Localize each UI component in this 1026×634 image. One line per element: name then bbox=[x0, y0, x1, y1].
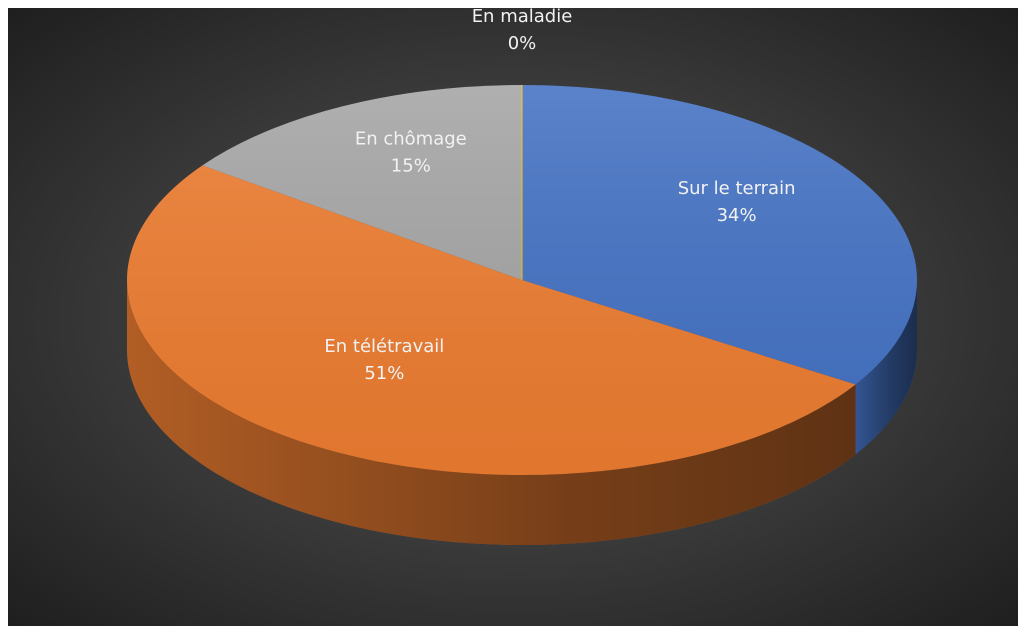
data-label-category: En télétravail bbox=[324, 336, 444, 357]
data-labels: Sur le terrain 34% En télétravail 51% En chô… bbox=[324, 6, 795, 384]
data-label-value: 15% bbox=[391, 155, 431, 176]
data-label-category: En maladie bbox=[472, 6, 573, 27]
data-label-value: 0% bbox=[508, 33, 537, 54]
slice-side-shade bbox=[126, 280, 856, 545]
data-label-category: En chômage bbox=[355, 128, 467, 149]
data-label-value: 51% bbox=[364, 363, 404, 384]
data-label-category: Sur le terrain bbox=[678, 178, 796, 199]
pie-tops bbox=[127, 85, 917, 475]
data-label-value: 34% bbox=[717, 205, 757, 226]
